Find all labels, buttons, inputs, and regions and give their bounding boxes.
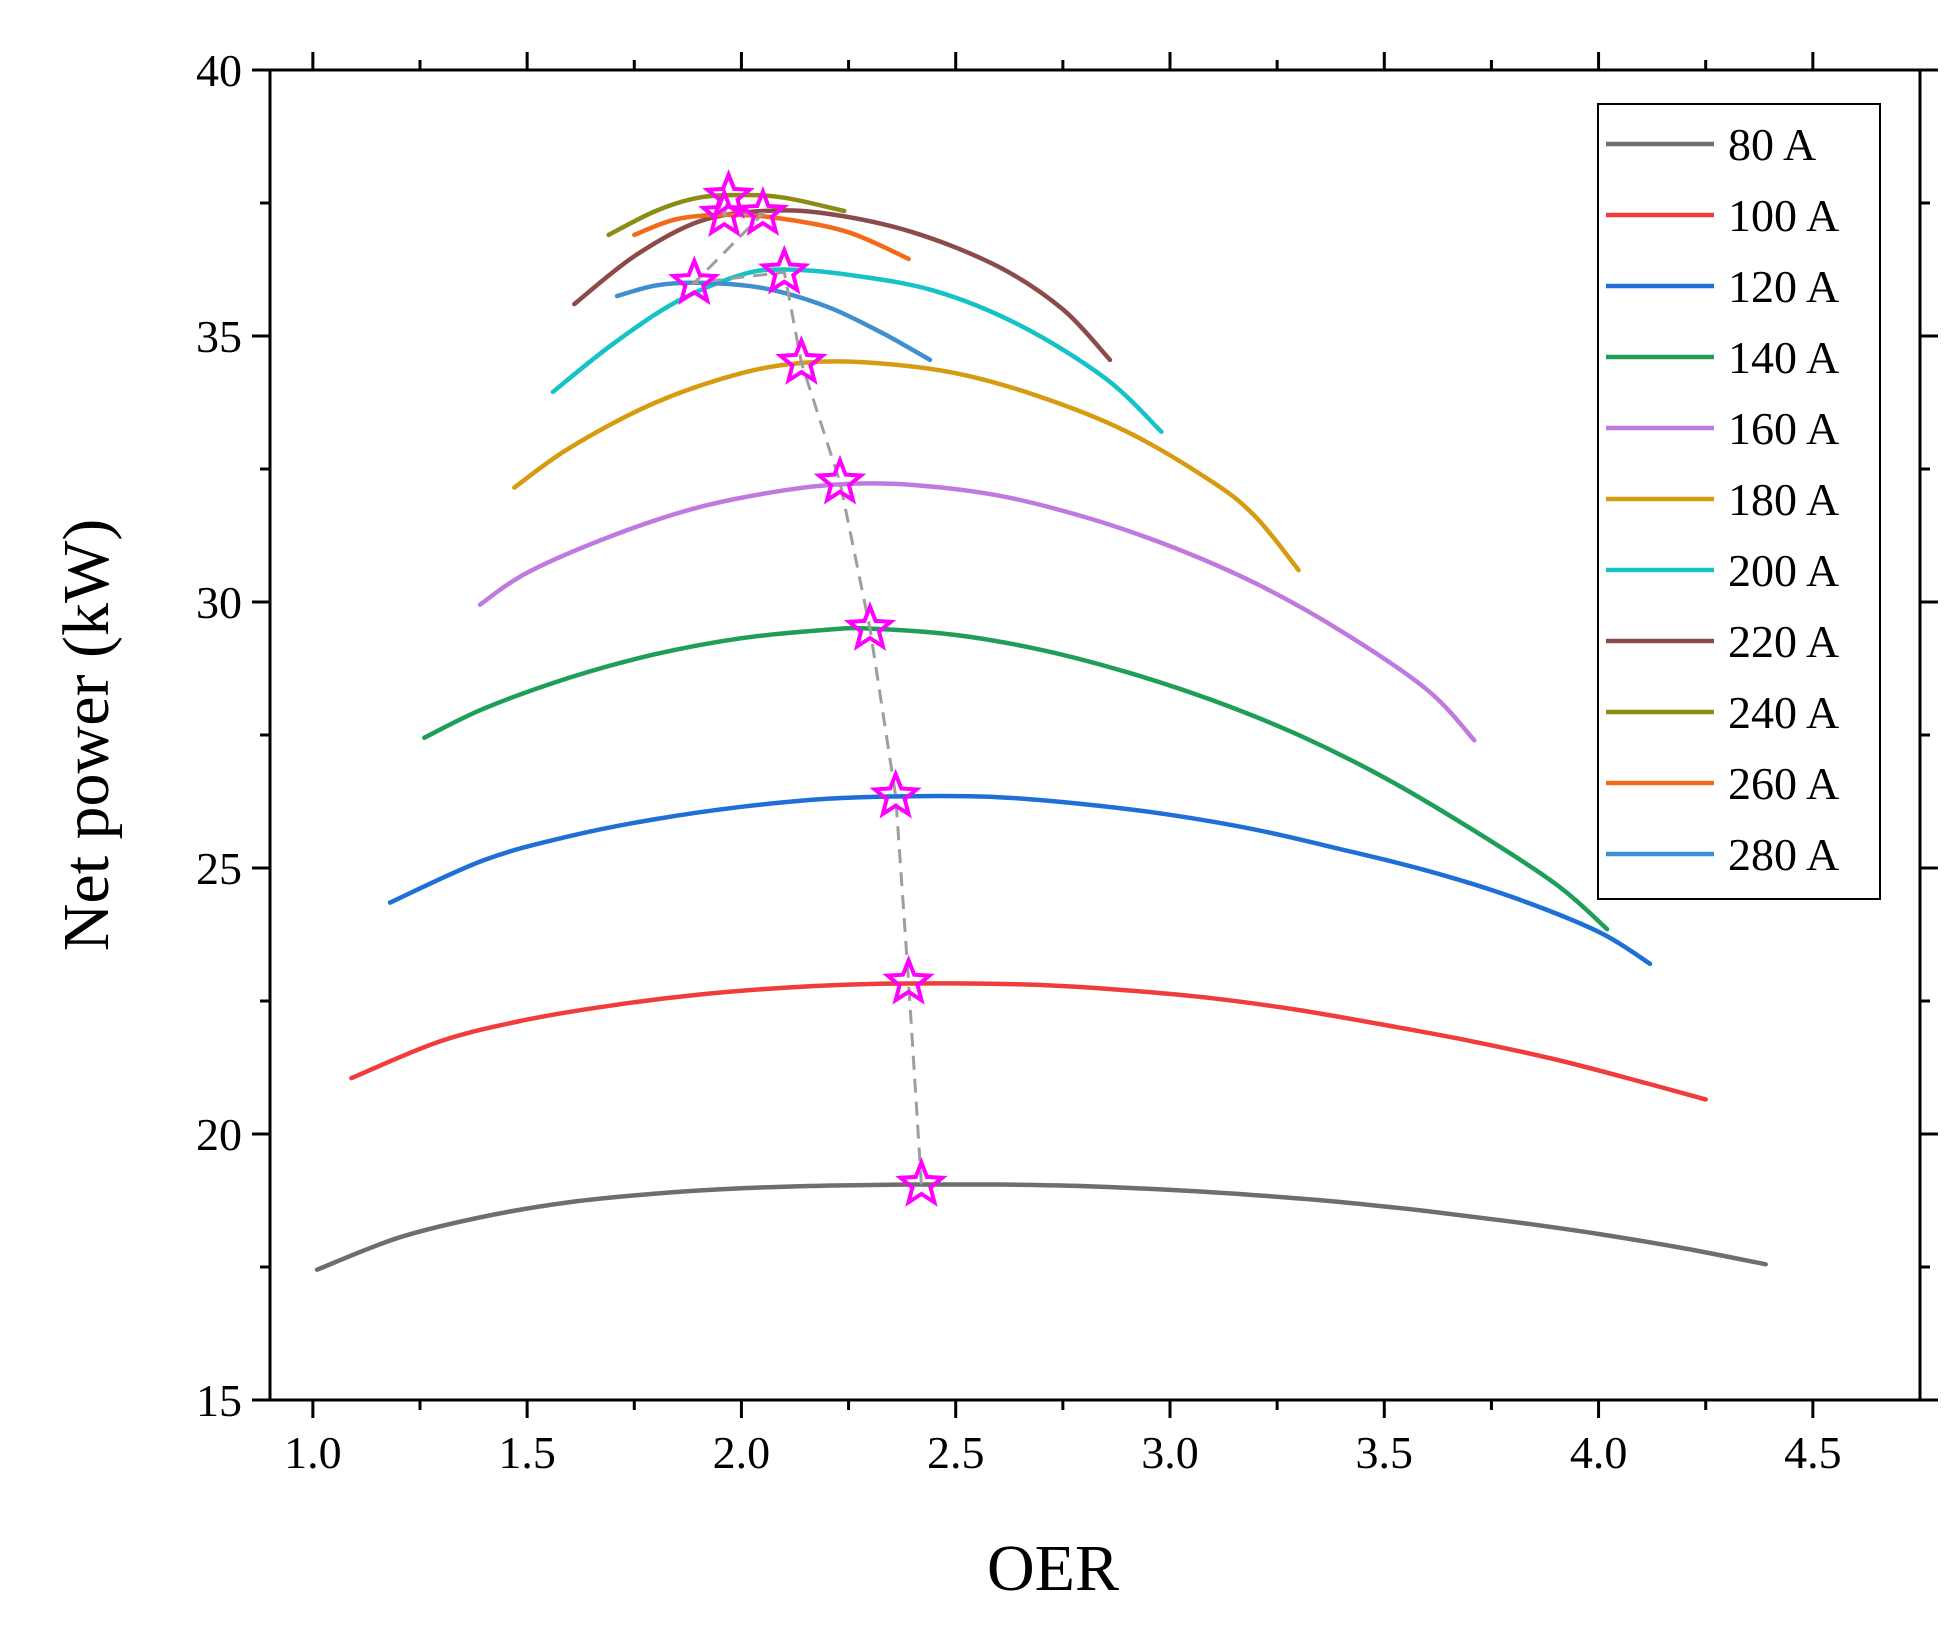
optimal-point-star xyxy=(882,954,935,1005)
series-line-180a xyxy=(512,359,1301,573)
x-tick-label: 3.0 xyxy=(1141,1427,1199,1478)
series-line-100a xyxy=(349,981,1708,1102)
series-line-120a xyxy=(387,793,1653,967)
optimal-point-star xyxy=(758,244,811,295)
optimal-point-star xyxy=(702,169,755,219)
y-tick-label: 15 xyxy=(196,1375,242,1426)
x-axis-title: OER xyxy=(987,1532,1119,1605)
x-tick-label: 2.5 xyxy=(927,1427,985,1478)
legend-label-160a: 160 A xyxy=(1728,403,1839,454)
series-line-240a xyxy=(606,192,847,238)
optimal-points-layer xyxy=(668,169,948,1207)
plot-frame xyxy=(268,68,1922,1402)
series-layer xyxy=(314,192,1768,1272)
optimal-point-star xyxy=(775,335,828,385)
legend-label-280a: 280 A xyxy=(1728,829,1839,880)
x-tick-label: 4.0 xyxy=(1570,1427,1628,1478)
x-tick-label: 2.0 xyxy=(713,1427,771,1478)
legend-box xyxy=(1597,103,1881,900)
legend-label-80a: 80 A xyxy=(1728,119,1816,170)
optimal-points-trendline xyxy=(690,196,923,1185)
series-line-220a xyxy=(572,208,1113,363)
optimal-point-star xyxy=(869,768,922,819)
series-line-260a xyxy=(632,212,911,262)
x-tick-label: 1.5 xyxy=(498,1427,556,1478)
tick-labels: 1.0 1.5 2.0 2.5 3.0 3.5 4.0 4.5 15 20 25 30 35 40 xyxy=(196,45,1842,1478)
x-tick-label: 3.5 xyxy=(1356,1427,1414,1478)
legend-label-100a: 100 A xyxy=(1728,190,1839,241)
x-tick-label: 4.5 xyxy=(1784,1427,1842,1478)
optimal-point-star xyxy=(843,601,897,651)
y-tick-label: 35 xyxy=(196,311,242,362)
y-axis-title: Net power (kW) xyxy=(50,519,123,951)
optimal-point-star xyxy=(668,255,721,306)
legend-label-260a: 260 A xyxy=(1728,758,1839,809)
legend-label-120a: 120 A xyxy=(1728,261,1839,312)
series-line-140a xyxy=(422,625,1610,932)
optimal-point-star xyxy=(895,1156,948,1207)
y-tick-label: 30 xyxy=(196,577,242,628)
legend-label-200a: 200 A xyxy=(1728,545,1839,596)
legend: 80 A 100 A 120 A 140 A 160 A 180 A 200 A 220 A 2… xyxy=(1597,103,1881,900)
axis-ticks xyxy=(252,52,1938,1418)
y-tick-label: 20 xyxy=(196,1109,242,1160)
y-tick-label: 25 xyxy=(196,843,242,894)
series-line-200a xyxy=(550,267,1164,435)
legend-label-240a: 240 A xyxy=(1728,687,1839,738)
series-line-280a xyxy=(614,280,933,363)
legend-label-220a: 220 A xyxy=(1728,616,1839,667)
x-tick-label: 1.0 xyxy=(284,1427,342,1478)
legend-label-140a: 140 A xyxy=(1728,332,1839,383)
series-line-160a xyxy=(477,481,1477,743)
series-line-80a xyxy=(314,1182,1768,1272)
y-tick-label: 40 xyxy=(196,45,242,96)
legend-label-180a: 180 A xyxy=(1728,474,1839,525)
optimal-point-star xyxy=(813,454,867,505)
